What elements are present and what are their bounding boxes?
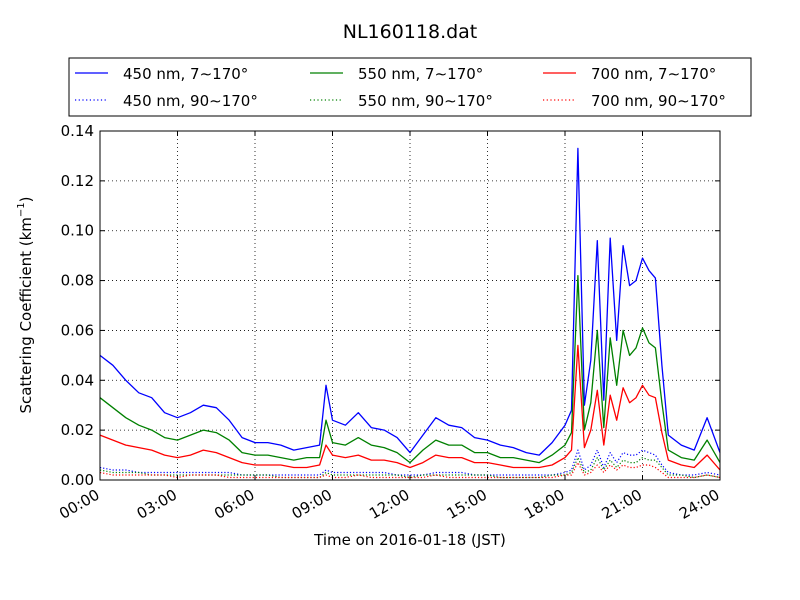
- y-axis-label-sup: −1: [16, 202, 27, 217]
- x-tick-label: 21:00: [599, 486, 645, 523]
- series-layer: [99, 147, 721, 479]
- series-line: [99, 457, 721, 479]
- series-line: [99, 449, 721, 476]
- y-tick-label: 0.06: [61, 321, 94, 339]
- x-tick-label: 24:00: [676, 486, 722, 523]
- y-axis-label-end: ): [17, 196, 35, 202]
- x-tick-label: 18:00: [521, 486, 567, 523]
- y-tick-label: 0.14: [61, 122, 94, 140]
- grid: [100, 131, 720, 480]
- x-tick-label: 12:00: [366, 486, 412, 523]
- x-axis-label: Time on 2016-01-18 (JST): [313, 531, 506, 549]
- y-tick-label: 0.00: [61, 471, 94, 489]
- series-line: [99, 344, 721, 471]
- y-axis-label-main: Scattering Coefficient (km: [17, 217, 35, 413]
- legend-label: 700 nm, 90∼170°: [591, 92, 726, 110]
- y-tick-label: 0.10: [61, 222, 94, 240]
- y-axis-label: Scattering Coefficient (km−1): [16, 196, 35, 413]
- legend-label: 450 nm, 7∼170°: [123, 65, 248, 83]
- series-line: [99, 274, 721, 464]
- x-tick-label: 15:00: [444, 486, 490, 523]
- legend-label: 450 nm, 90∼170°: [123, 92, 258, 110]
- chart-title: NL160118.dat: [343, 21, 478, 43]
- x-tick-label: 00:00: [56, 486, 102, 523]
- y-tick-label: 0.12: [61, 172, 94, 190]
- y-tick-label: 0.08: [61, 272, 94, 290]
- legend: 450 nm, 7∼170° 550 nm, 7∼170° 700 nm, 7∼17…: [68, 57, 752, 117]
- x-tick-label: 06:00: [211, 486, 257, 523]
- legend-box: [68, 57, 752, 117]
- x-tick-label: 09:00: [289, 486, 335, 523]
- y-tick-label: 0.02: [61, 421, 94, 439]
- ticks: 00:00 03:00 06:00 09:00 12:00 15:00 18:00 21:00…: [56, 122, 722, 523]
- legend-label: 550 nm, 90∼170°: [358, 92, 493, 110]
- legend-label: 550 nm, 7∼170°: [358, 65, 483, 83]
- series-line: [99, 147, 721, 456]
- y-tick-label: 0.04: [61, 371, 94, 389]
- x-tick-label: 03:00: [134, 486, 180, 523]
- legend-label: 700 nm, 7∼170°: [591, 65, 716, 83]
